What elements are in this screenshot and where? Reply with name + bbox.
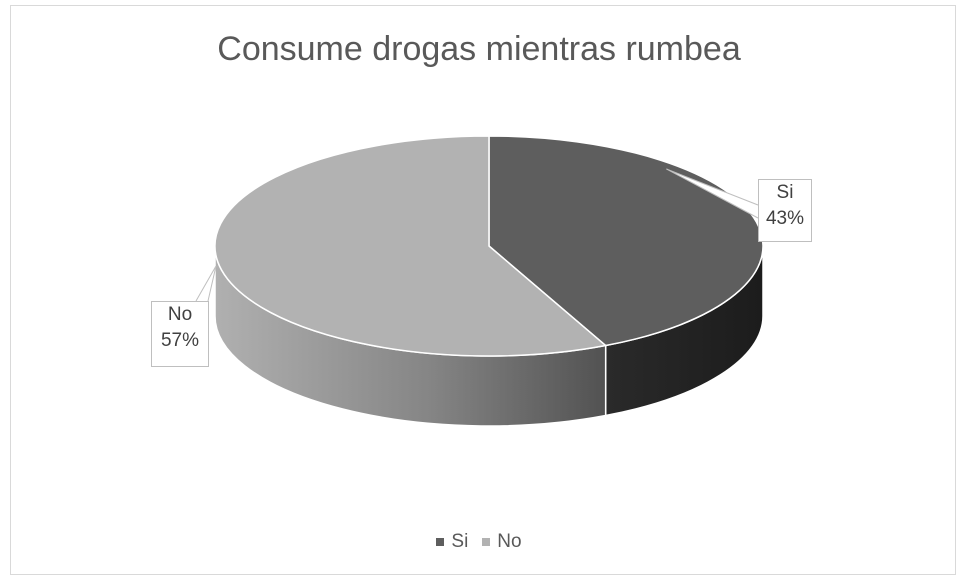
callout-pointer-si bbox=[666, 168, 759, 219]
data-label-si-category: Si bbox=[776, 182, 794, 203]
callout-pointer-no bbox=[195, 265, 217, 302]
chart-legend: Si No bbox=[0, 531, 958, 553]
data-label-si: Si 43% bbox=[758, 179, 812, 242]
chart-title: Consume drogas mientras rumbea bbox=[217, 30, 741, 68]
pie-slice-no bbox=[214, 135, 608, 357]
legend-swatch-no bbox=[482, 538, 491, 546]
data-label-si-percent: 43% bbox=[765, 208, 805, 229]
data-label-no: No 57% bbox=[151, 301, 209, 367]
legend-item-si: Si bbox=[436, 531, 468, 553]
pie-slice-si bbox=[488, 135, 764, 347]
legend-item-no: No bbox=[482, 531, 522, 553]
data-label-no-category: No bbox=[167, 304, 193, 325]
legend-label-si: Si bbox=[451, 531, 469, 552]
legend-swatch-si bbox=[436, 538, 445, 546]
data-label-no-percent: 57% bbox=[160, 330, 200, 351]
legend-label-no: No bbox=[497, 531, 522, 552]
